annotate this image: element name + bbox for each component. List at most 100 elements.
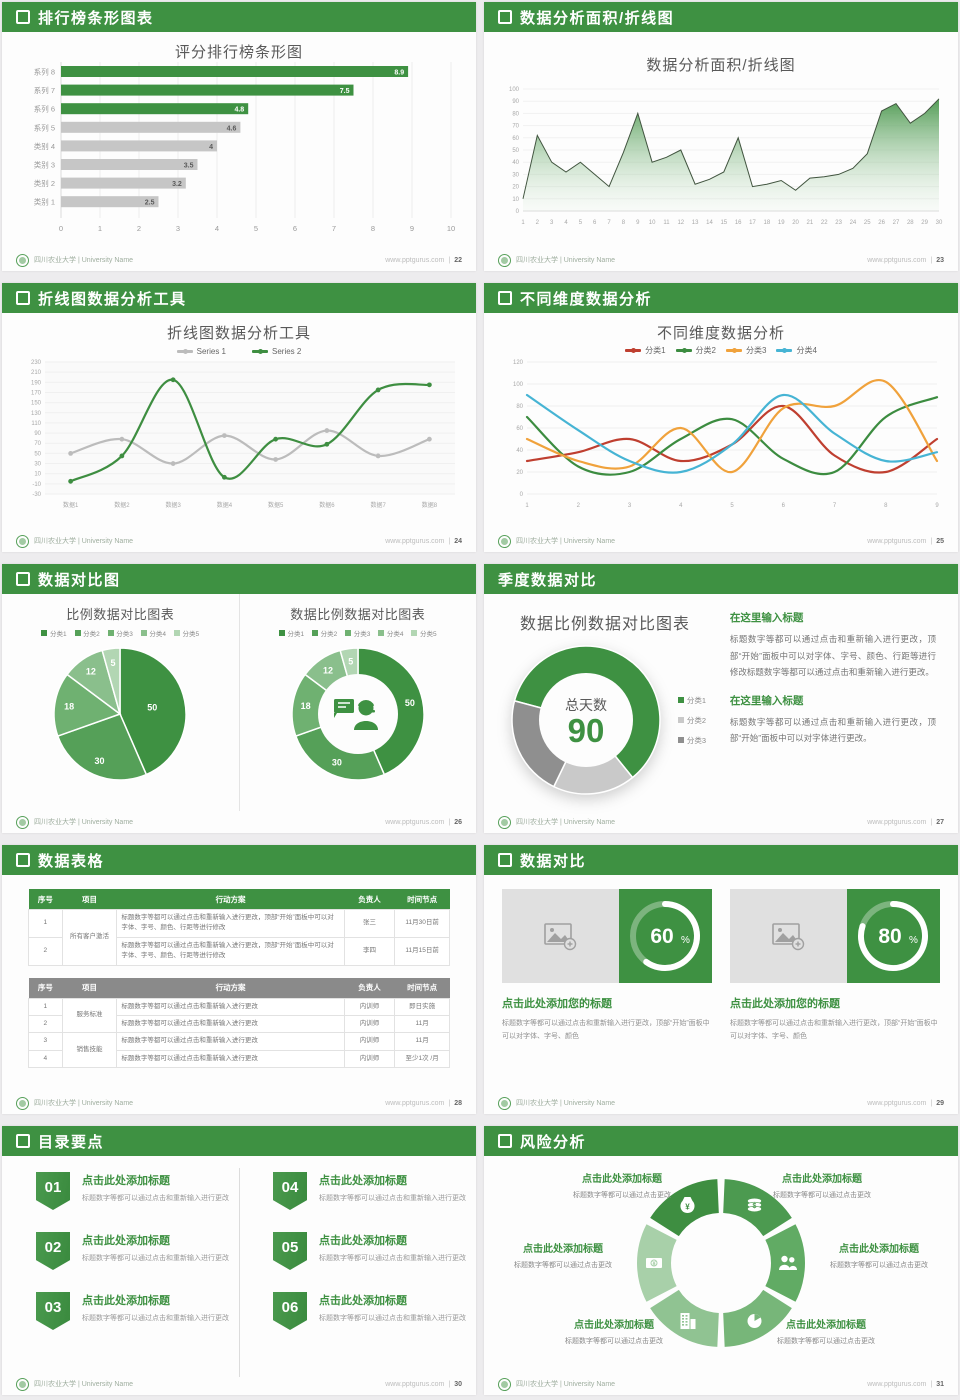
donut-chart: 总天数 90 bbox=[504, 638, 668, 802]
line-chart: 0 20 40 60 80 100 120 1 2 3 4 5 6 7 8 9 bbox=[484, 356, 958, 514]
chart-legend: 分类1 分类2 分类3 分类4 分类5 bbox=[240, 628, 477, 638]
table-cell: 张三 bbox=[343, 909, 396, 938]
svg-text:系列 5: 系列 5 bbox=[34, 122, 55, 132]
svg-text:90: 90 bbox=[512, 99, 519, 105]
chart-legend: 分类1 分类2 分类3 分类4 bbox=[484, 345, 958, 356]
risk-text-block: 点击此处添加标题 标题数字等都可以通过点击更改 bbox=[488, 1240, 638, 1270]
svg-text:130: 130 bbox=[31, 411, 42, 417]
university-logo-icon bbox=[16, 253, 29, 267]
svg-text:数据1: 数据1 bbox=[63, 501, 79, 509]
svg-text:12: 12 bbox=[86, 667, 96, 677]
svg-text:100: 100 bbox=[513, 382, 524, 388]
slide-title-bar: 风险分析 bbox=[484, 1126, 958, 1156]
svg-text:4: 4 bbox=[564, 220, 568, 226]
svg-text:18: 18 bbox=[764, 220, 771, 226]
progress-ring-80: 80% bbox=[846, 889, 940, 983]
card-body: 标题数字等都可以通过点击和重新输入进行更改，顶部“开始”面板中可以对字体、字号、… bbox=[502, 1020, 710, 1041]
support-agent-icon bbox=[333, 699, 378, 730]
chart-legend: Series 1 Series 2 bbox=[2, 347, 476, 356]
slide-title-bar: 数据分析面积/折线图 bbox=[484, 2, 958, 32]
chart-title: 评分排行榜条形图 bbox=[174, 44, 303, 61]
svg-text:4.8: 4.8 bbox=[234, 107, 244, 114]
comparison-card: 60% 点击此处添加您的标题 标题数字等都可以通过点击和重新输入进行更改，顶部“… bbox=[502, 889, 712, 1044]
legend-item: 分类3 bbox=[107, 628, 133, 638]
toc-area: 01 点击此处添加标题 标题数字等都可以通过点击和重新输入进行更改 02 点击此处添加标… bbox=[2, 1156, 476, 1389]
legend-label: 分类3 bbox=[686, 735, 707, 745]
legend-label: 分类3 bbox=[116, 631, 133, 638]
table-cell: 2 bbox=[28, 1014, 63, 1034]
toc-body: 标题数字等都可以通过点击和重新输入进行更改 bbox=[82, 1195, 229, 1202]
toc-number-badge: 05 bbox=[273, 1232, 307, 1270]
footer-site: www.pptgurus.com bbox=[385, 256, 445, 264]
university-logo-icon bbox=[16, 815, 29, 829]
svg-text:18: 18 bbox=[64, 701, 74, 711]
svg-text:2: 2 bbox=[137, 224, 141, 233]
risk-text-block: 点击此处添加标题 标题数字等都可以通过点击更改 bbox=[542, 1170, 702, 1200]
line-chart: -30 -10 10 30 50 70 90 110 130 150 170 190 210 230 数据1… bbox=[2, 356, 476, 514]
slide-title-bar: 目录要点 bbox=[2, 1126, 476, 1156]
chart-title: 不同维度数据分析 bbox=[656, 325, 785, 342]
svg-text:80: 80 bbox=[516, 404, 523, 410]
table-cell: 2 bbox=[28, 936, 63, 966]
legend-label: 分类4 bbox=[386, 631, 404, 638]
risk-body: 标题数字等都可以通过点击更改 bbox=[514, 1262, 612, 1269]
svg-text:5: 5 bbox=[579, 220, 583, 226]
slide-footer: 四川农业大学 | University Name www.pptgurus.co… bbox=[2, 1373, 476, 1395]
legend-swatch bbox=[41, 630, 48, 636]
risk-diagram-area: ¥ $ ¥ 点击此处添加标题 标题数字等都可以通过点击更改 点击此处添加标题 标题数字等都可… bbox=[484, 1156, 958, 1373]
legend-item: 分类3 bbox=[345, 628, 370, 638]
legend-item: 分类4 bbox=[378, 628, 403, 638]
card-heading: 点击此处添加您的标题 bbox=[502, 998, 612, 1010]
table-header-cell: 负责人 bbox=[344, 889, 395, 910]
risk-body: 标题数字等都可以通过点击更改 bbox=[830, 1262, 928, 1269]
cash-icon: ¥ bbox=[646, 1258, 662, 1268]
text-block-body: 标题数字等都可以通过点击和重新输入进行更改，顶部“开始”面板中可以对字体进行更改… bbox=[729, 716, 936, 744]
svg-text:4: 4 bbox=[215, 224, 219, 233]
coins-icon: $ bbox=[747, 1197, 762, 1213]
slide-title: 数据表格 bbox=[38, 852, 105, 870]
svg-text:20: 20 bbox=[516, 470, 523, 476]
svg-text:2.5: 2.5 bbox=[145, 200, 155, 207]
university-logo-icon bbox=[498, 1096, 511, 1110]
bar-chart: 0 1 2 3 4 5 6 7 8 9 10 系列 8 8.9 系列 7 7.5 系列 6 4.8 系列 5 4.6… bbox=[2, 62, 476, 244]
progress-ring-svg: 80% bbox=[858, 901, 929, 971]
svg-text:190: 190 bbox=[31, 380, 42, 386]
slide-footer: 四川农业大学 | University Name www.pptgurus.co… bbox=[2, 249, 476, 271]
slide-title-bar: 排行榜条形图表 bbox=[2, 2, 476, 32]
svg-text:27: 27 bbox=[893, 220, 900, 226]
svg-text:50: 50 bbox=[512, 148, 519, 154]
svg-text:90: 90 bbox=[568, 712, 605, 749]
toc-item: 03 点击此处添加标题 标题数字等都可以通过点击和重新输入进行更改 bbox=[36, 1292, 239, 1330]
legend-item: 分类3 bbox=[726, 345, 766, 356]
svg-text:数据2: 数据2 bbox=[114, 501, 130, 509]
svg-text:28: 28 bbox=[907, 220, 914, 226]
slide-title-bar: 季度数据对比 bbox=[484, 564, 958, 594]
svg-text:26: 26 bbox=[878, 220, 885, 226]
slide-data-comparison-pies: 数据对比图 比例数据对比图表 分类1 分类2 分类3 分类4 分类5 50 30 18 12 5… bbox=[2, 564, 476, 833]
slide-title-bar: 折线图数据分析工具 bbox=[2, 283, 476, 313]
page-number: 23 bbox=[936, 256, 944, 264]
legend-label: 分类2 bbox=[320, 631, 338, 638]
svg-text:24: 24 bbox=[850, 220, 857, 226]
chart-title: 数据比例数据对比图表 bbox=[290, 607, 426, 622]
square-bullet-icon bbox=[16, 853, 30, 867]
text-block-heading: 在这里输入标题 bbox=[729, 694, 804, 707]
slide-title-bar: 数据表格 bbox=[2, 845, 476, 875]
svg-text:20: 20 bbox=[792, 220, 799, 226]
svg-text:20: 20 bbox=[512, 185, 519, 191]
table-cell: 标题数字等都可以通过点击和重新输入进行更改 bbox=[116, 1014, 345, 1034]
university-logo-icon bbox=[16, 534, 29, 548]
slide-title-bar: 数据对比 bbox=[484, 845, 958, 875]
image-placeholder-svg bbox=[544, 923, 577, 951]
legend-item: Series 2 bbox=[252, 347, 301, 356]
svg-text:70: 70 bbox=[512, 124, 519, 130]
slide-footer: 四川农业大学 | University Name www.pptgurus.co… bbox=[484, 1373, 958, 1395]
slide-multi-dimension-analysis: 不同维度数据分析 不同维度数据分析 分类1 分类2 分类3 分类4 0 20 40 60 80… bbox=[484, 283, 958, 552]
legend-label: 分类2 bbox=[686, 715, 707, 725]
svg-text:40: 40 bbox=[516, 448, 523, 454]
toc-item: 05 点击此处添加标题 标题数字等都可以通过点击和重新输入进行更改 bbox=[273, 1232, 476, 1270]
svg-text:1: 1 bbox=[525, 503, 529, 509]
legend-swatch bbox=[411, 630, 418, 636]
legend-swatch bbox=[173, 630, 180, 636]
